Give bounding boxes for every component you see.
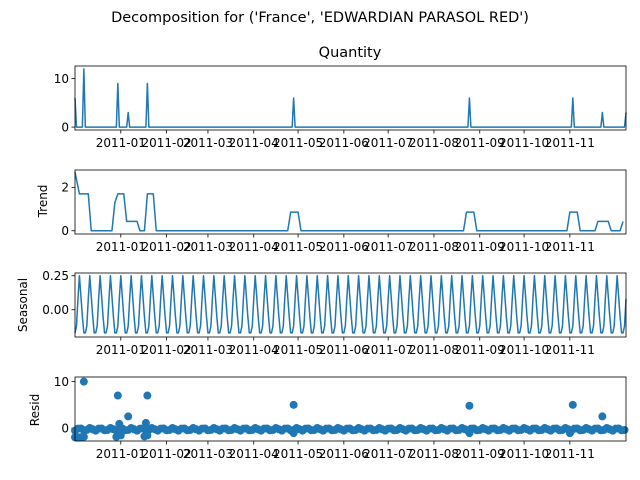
x-tick-label: 2011-07: [363, 240, 413, 254]
resid-point: [79, 432, 88, 441]
x-tick-label: 2011-05: [273, 136, 323, 150]
trend-series-line: [74, 172, 624, 232]
x-tick-label: 2011-01: [96, 343, 146, 357]
x-tick-label: 2011-09: [455, 136, 505, 150]
x-tick-label: 2011-03: [183, 447, 233, 461]
resid-point: [143, 391, 152, 400]
x-tick-label: 2011-11: [545, 136, 595, 150]
resid-point: [141, 418, 150, 427]
resid-point: [289, 429, 298, 438]
x-tick-label: 2011-02: [142, 343, 192, 357]
panel-resid: 2011-012011-022011-032011-042011-052011-…: [54, 375, 629, 461]
x-tick-label: 2011-01: [96, 240, 146, 254]
axes-frame: [74, 169, 627, 235]
resid-point: [568, 400, 577, 409]
x-tick-label: 2011-02: [142, 447, 192, 461]
resid-point: [620, 425, 629, 434]
y-tick-label: 0.25: [42, 269, 69, 283]
panel-quantity: 2011-012011-022011-032011-042011-052011-…: [54, 65, 627, 150]
x-tick-label: 2011-01: [96, 136, 146, 150]
x-tick-label: 2011-04: [229, 447, 279, 461]
x-tick-label: 2011-02: [142, 136, 192, 150]
x-tick-label: 2011-05: [273, 343, 323, 357]
axes-frame: [74, 65, 627, 131]
x-tick-label: 2011-05: [273, 447, 323, 461]
panel-trend: 2011-012011-022011-032011-042011-052011-…: [61, 169, 627, 254]
y-tick-label: 10: [54, 72, 69, 86]
x-tick-label: 2011-01: [96, 447, 146, 461]
ylabel-resid: Resid: [28, 394, 42, 426]
quantity-series-line: [74, 68, 627, 128]
x-tick-label: 2011-10: [499, 447, 549, 461]
resid-point: [116, 431, 125, 440]
x-tick-label: 2011-04: [229, 136, 279, 150]
panel-seasonal: 2011-012011-022011-032011-042011-052011-…: [42, 269, 627, 357]
y-tick-label: 0: [61, 224, 69, 238]
x-tick-label: 2011-09: [455, 343, 505, 357]
resid-point: [113, 391, 122, 400]
ylabel-trend: Trend: [36, 185, 50, 219]
x-tick-label: 2011-07: [363, 136, 413, 150]
seasonal-series-line: [74, 274, 627, 334]
resid-point: [115, 419, 124, 428]
x-tick-label: 2011-11: [545, 240, 595, 254]
resid-point: [565, 429, 574, 438]
y-tick-label: 2: [61, 181, 69, 195]
resid-point: [124, 412, 133, 421]
resid-point: [79, 377, 88, 386]
x-tick-label: 2011-04: [229, 343, 279, 357]
x-tick-label: 2011-08: [409, 240, 459, 254]
resid-point: [598, 412, 607, 421]
resid-point: [143, 431, 152, 440]
x-tick-label: 2011-10: [499, 240, 549, 254]
x-tick-label: 2011-03: [183, 136, 233, 150]
x-tick-label: 2011-09: [455, 240, 505, 254]
panel-title-quantity: Quantity: [319, 45, 382, 61]
resid-point: [289, 400, 298, 409]
x-tick-label: 2011-06: [319, 447, 369, 461]
x-tick-label: 2011-06: [319, 343, 369, 357]
x-tick-label: 2011-06: [319, 136, 369, 150]
ylabel-seasonal: Seasonal: [16, 278, 30, 332]
x-tick-label: 2011-08: [409, 343, 459, 357]
y-tick-label: 0.00: [42, 303, 69, 317]
x-tick-label: 2011-08: [409, 447, 459, 461]
resid-point: [465, 401, 474, 410]
x-tick-label: 2011-07: [363, 447, 413, 461]
x-tick-label: 2011-11: [545, 447, 595, 461]
y-tick-label: 0: [61, 421, 69, 435]
x-tick-label: 2011-06: [319, 240, 369, 254]
x-tick-label: 2011-05: [273, 240, 323, 254]
x-tick-label: 2011-08: [409, 136, 459, 150]
y-tick-label: 10: [54, 375, 69, 389]
x-tick-label: 2011-03: [183, 240, 233, 254]
resid-point: [465, 429, 474, 438]
x-tick-label: 2011-10: [499, 136, 549, 150]
axes-frame: [74, 376, 627, 442]
x-tick-label: 2011-07: [363, 343, 413, 357]
y-tick-label: 0: [61, 120, 69, 134]
x-tick-label: 2011-02: [142, 240, 192, 254]
x-tick-label: 2011-10: [499, 343, 549, 357]
x-tick-label: 2011-11: [545, 343, 595, 357]
figure-title: Decomposition for ('France', 'EDWARDIAN …: [111, 10, 529, 26]
x-tick-label: 2011-04: [229, 240, 279, 254]
x-tick-label: 2011-09: [455, 447, 505, 461]
axes-frame: [74, 272, 627, 338]
x-tick-label: 2011-03: [183, 343, 233, 357]
